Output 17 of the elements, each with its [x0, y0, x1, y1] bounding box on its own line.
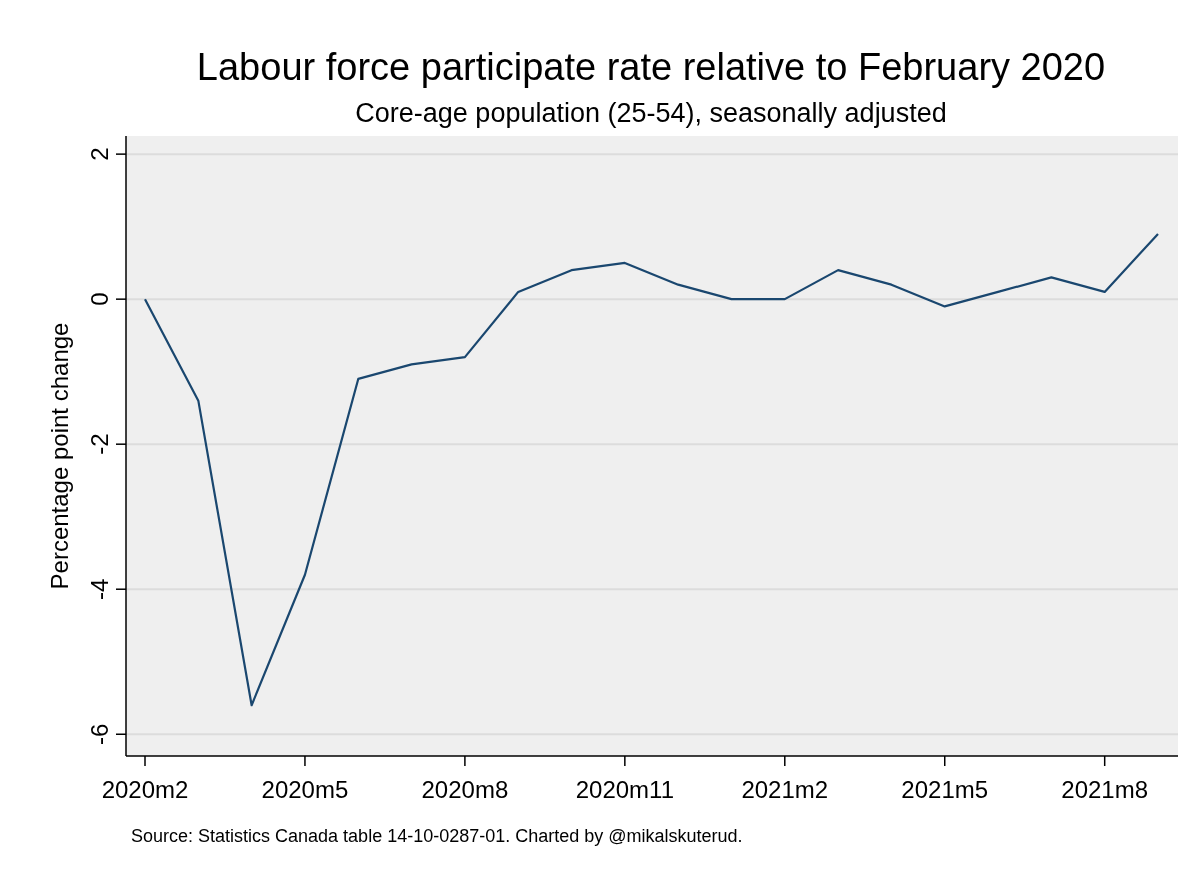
x-tick-label: 2021m2: [741, 776, 829, 803]
x-tick-label: 2020m8: [421, 776, 509, 803]
y-tick-label: 0: [86, 292, 113, 306]
x-tick-label: 2020m2: [101, 776, 189, 803]
x-tick-label: 2021m5: [901, 776, 989, 803]
y-tick-label: -2: [86, 433, 113, 455]
y-axis-title: Percentage point change: [46, 322, 73, 590]
x-tick-label: 2021m8: [1061, 776, 1149, 803]
y-tick-label: 2: [86, 147, 113, 161]
x-tick-label: 2020m5: [261, 776, 349, 803]
chart-subtitle: Core-age population (25-54), seasonally adjusted: [355, 98, 947, 128]
x-tick-label: 2020m11: [575, 776, 674, 803]
chart-title: Labour force participate rate relative to February 2020: [196, 46, 1106, 88]
line-series: [143, 232, 1160, 707]
y-tick-label: -4: [86, 578, 113, 600]
y-tick-label: -6: [86, 723, 113, 745]
source-note: Source: Statistics Canada table 14-10-0287-01. Charted by @mikalskuterud.: [131, 826, 743, 846]
